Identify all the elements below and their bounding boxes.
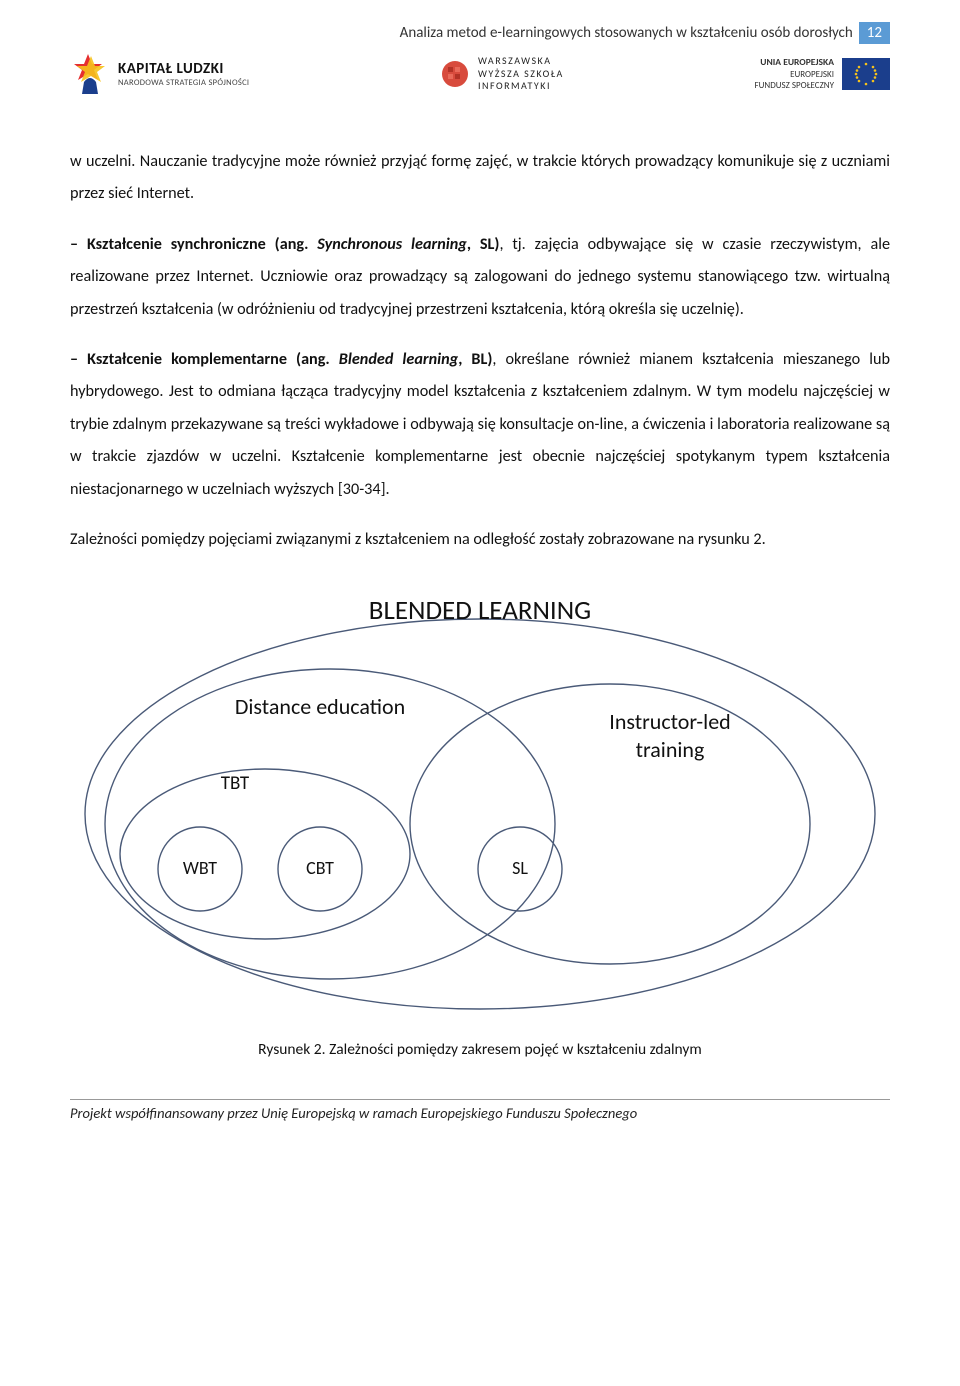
eu-flag-icon	[842, 58, 890, 90]
svg-text:Distance education: Distance education	[235, 693, 405, 720]
body-text: w uczelni. Nauczanie tradycyjne może rów…	[70, 146, 890, 556]
svg-text:CBT: CBT	[306, 857, 334, 879]
svg-text:training: training	[636, 736, 705, 763]
header-title: Analiza metod e-learningowych stosowanyc…	[400, 24, 853, 42]
svg-text:BLENDED LEARNING: BLENDED LEARNING	[369, 594, 591, 627]
figure-caption: Rysunek 2. Zależności pomiędzy zakresem …	[70, 1040, 890, 1059]
svg-text:Instructor-led: Instructor-led	[609, 708, 730, 735]
kl-logo-sub: NARODOWA STRATEGIA SPÓJNOŚCI	[118, 78, 249, 88]
para-2: – Kształcenie synchroniczne (ang. Synchr…	[70, 229, 890, 326]
wwsi-l1: WARSZAWSKA	[478, 55, 564, 68]
para-3: – Kształcenie komplementarne (ang. Blend…	[70, 344, 890, 506]
logo-wwsi: WARSZAWSKA WYŻSZA SZKOŁA INFORMATYKI	[440, 55, 564, 93]
eu-l2: EUROPEJSKI	[754, 69, 834, 80]
page-header: Analiza metod e-learningowych stosowanyc…	[70, 0, 890, 44]
blended-learning-diagram: BLENDED LEARNING Distance education Instru…	[70, 574, 890, 1014]
venn-diagram: BLENDED LEARNING Distance education Instru…	[70, 574, 890, 1014]
page-number: 12	[859, 22, 890, 44]
para-1: w uczelni. Nauczanie tradycyjne może rów…	[70, 146, 890, 211]
kl-logo-title: KAPITAŁ LUDZKI	[118, 60, 249, 78]
eu-l1: UNIA EUROPEJSKA	[754, 57, 834, 69]
logo-eu: UNIA EUROPEJSKA EUROPEJSKI FUNDUSZ SPOŁE…	[754, 57, 890, 91]
svg-text:SL: SL	[512, 857, 528, 879]
eu-l3: FUNDUSZ SPOŁECZNY	[754, 80, 834, 91]
globe-icon	[440, 59, 470, 89]
star-person-icon	[70, 52, 110, 96]
wwsi-l3: INFORMATYKI	[478, 80, 564, 93]
svg-text:WBT: WBT	[183, 857, 217, 879]
logos-row: KAPITAŁ LUDZKI NARODOWA STRATEGIA SPÓJNO…	[70, 52, 890, 96]
logo-kapital-ludzki: KAPITAŁ LUDZKI NARODOWA STRATEGIA SPÓJNO…	[70, 52, 249, 96]
para-4: Zależności pomiędzy pojęciami związanymi…	[70, 524, 890, 556]
page-footer: Projekt współfinansowany przez Unię Euro…	[70, 1099, 890, 1122]
svg-text:TBT: TBT	[221, 772, 250, 795]
